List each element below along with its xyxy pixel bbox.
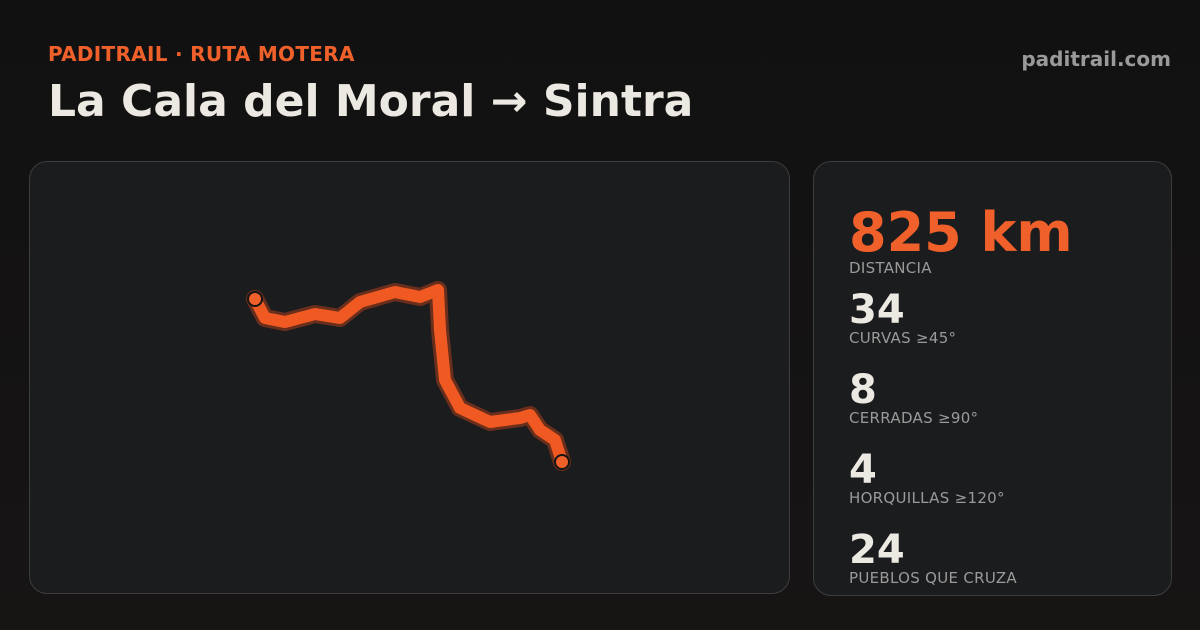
stat-label: CERRADAS ≥90° (849, 409, 979, 427)
stat: 8 CERRADAS ≥90° (849, 370, 978, 426)
stat-value: 825 km (849, 201, 1073, 264)
stat-value: 4 (849, 447, 877, 493)
map-panel (29, 161, 790, 594)
stat-label: HORQUILLAS ≥120° (849, 489, 1005, 507)
stat-value: 8 (849, 367, 877, 413)
route-title: La Cala del Moral → Sintra (48, 76, 694, 127)
brand: PADITRAIL · RUTA MOTERA (48, 42, 355, 66)
route-map (246, 281, 571, 471)
stat: 825 km DISTANCIA (849, 206, 1073, 276)
stat: 4 HORQUILLAS ≥120° (849, 450, 1005, 506)
route-line (249, 284, 568, 468)
stat: 24 PUEBLOS QUE CRUZA (849, 530, 1017, 586)
stat-label: PUEBLOS QUE CRUZA (849, 569, 1017, 587)
stats-panel: 825 km DISTANCIA 34 CURVAS ≥45° 8 CERRADAS ≥9… (813, 161, 1172, 596)
start-marker (247, 291, 263, 307)
stat-value: 24 (849, 527, 905, 573)
stat: 34 CURVAS ≥45° (849, 290, 956, 346)
site-url: paditrail.com (1021, 47, 1171, 71)
stat-value: 34 (849, 287, 905, 333)
stat-label: DISTANCIA (849, 259, 932, 277)
stat-label: CURVAS ≥45° (849, 329, 957, 347)
end-marker (554, 454, 570, 470)
